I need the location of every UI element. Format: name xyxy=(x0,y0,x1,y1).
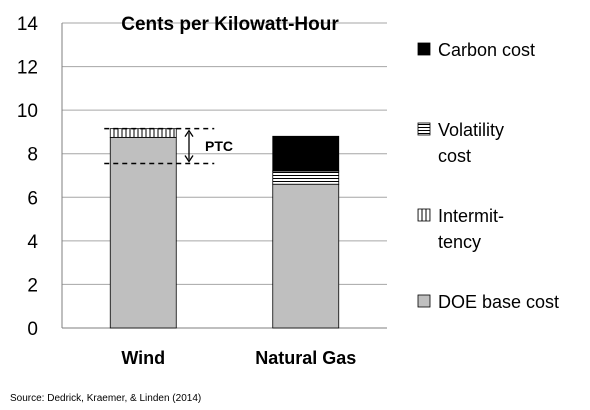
ptc-annotation: PTC xyxy=(104,127,233,165)
legend-swatch xyxy=(417,208,431,222)
bar-segment xyxy=(272,170,340,185)
bars xyxy=(109,128,340,329)
y-tick-label: 4 xyxy=(27,232,38,253)
legend-label: DOE base cost xyxy=(438,292,559,312)
ptc-label: PTC xyxy=(205,138,233,154)
legend-swatch xyxy=(417,122,431,136)
y-tick-labels: 0 2 4 6 8 10 12 14 xyxy=(17,14,39,340)
bar-segment xyxy=(109,128,177,138)
x-tick-labels: Wind Natural Gas xyxy=(121,348,356,368)
bar-segment xyxy=(272,135,340,172)
y-tick-label: 6 xyxy=(27,188,38,209)
legend-label: Intermit-tency xyxy=(438,206,504,252)
x-tick-label: Wind xyxy=(121,348,165,368)
y-tick-label: 10 xyxy=(17,101,38,122)
ptc-arrow-head-up xyxy=(184,129,194,138)
y-tick-label: 14 xyxy=(17,14,39,35)
legend-label: Carbon cost xyxy=(438,40,535,60)
y-tick-label: 12 xyxy=(17,58,38,79)
y-tick-label: 0 xyxy=(27,319,38,340)
legend-label: Volatility cost xyxy=(438,120,504,166)
y-tick-label: 2 xyxy=(27,275,38,296)
bar-segment xyxy=(272,183,340,329)
legend-swatch xyxy=(417,294,431,308)
chart-title: Cents per Kilowatt-Hour xyxy=(121,14,339,35)
bar-segment xyxy=(109,136,177,329)
legend-swatch xyxy=(417,42,431,56)
x-tick-label: Natural Gas xyxy=(255,348,356,368)
legend: Carbon cost Volatility cost Intermit-tency D… xyxy=(417,40,559,312)
source-note: Source: Dedrick, Kraemer, & Linden (2014… xyxy=(10,393,201,404)
ptc-arrow-head-down xyxy=(184,155,194,163)
y-tick-label: 8 xyxy=(27,145,38,166)
